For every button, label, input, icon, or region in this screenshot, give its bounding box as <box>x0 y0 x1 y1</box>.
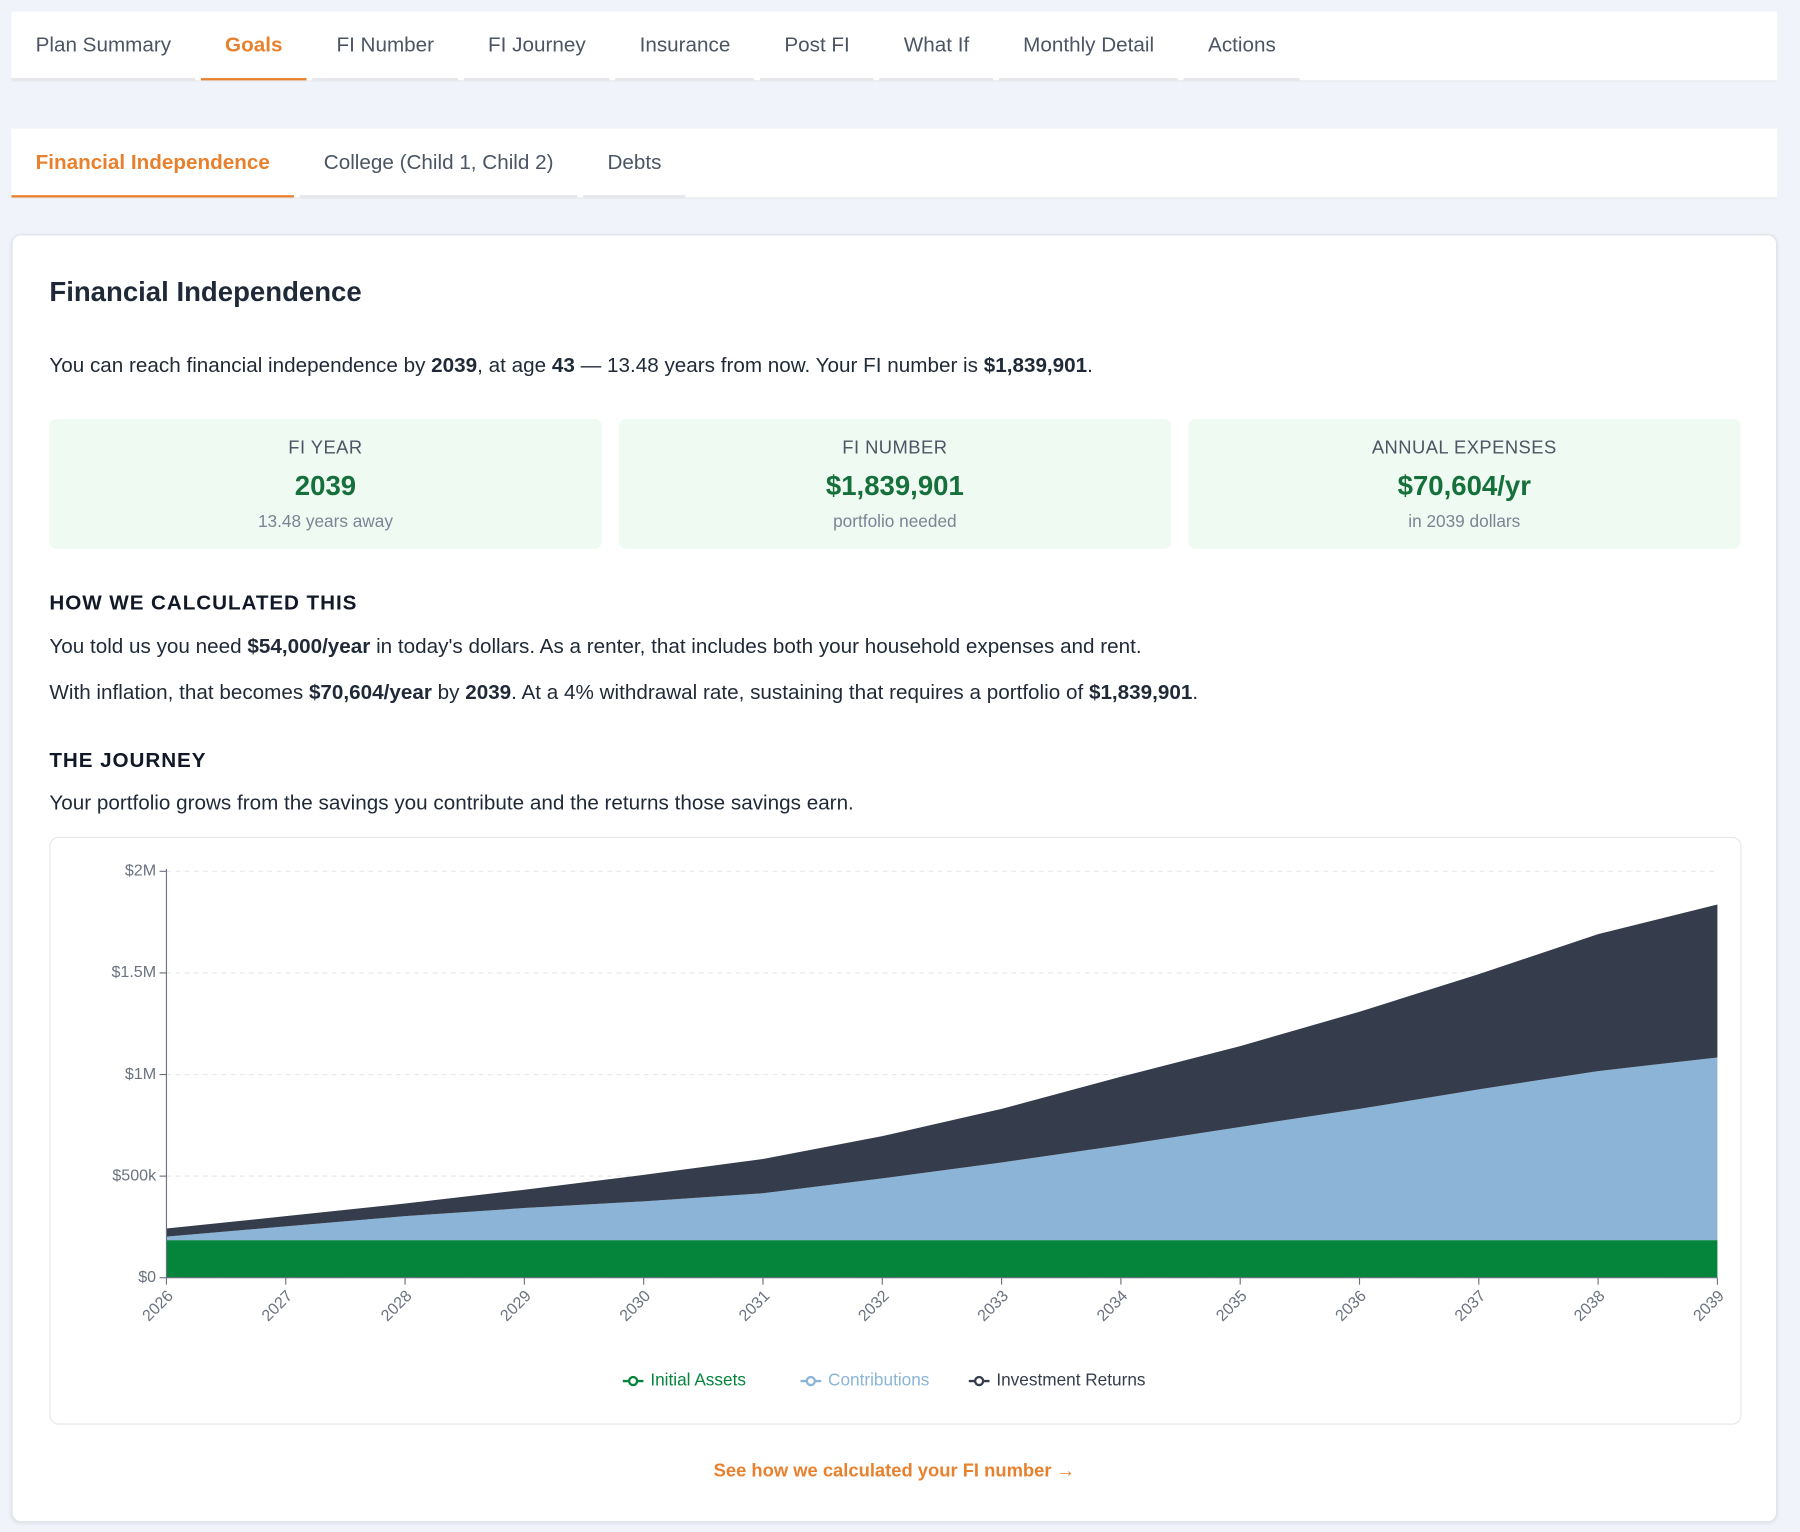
legend-label: Contributions <box>828 1370 929 1390</box>
y-tick-label: $2M <box>125 862 156 880</box>
tab[interactable]: Plan Summary <box>11 11 196 81</box>
x-tick-label: 2035 <box>1213 1287 1251 1325</box>
stat-label: FI NUMBER <box>842 438 948 459</box>
goal-tabs: Financial Independence College (Child 1, … <box>11 128 1778 199</box>
x-tick-label: 2028 <box>377 1287 415 1325</box>
text: With inflation, that becomes <box>49 680 309 704</box>
area <box>166 1240 1718 1278</box>
y-tick-label: $0 <box>138 1268 156 1286</box>
y-tick-label: $500k <box>112 1166 157 1184</box>
text: . <box>1087 353 1093 377</box>
x-tick-label: 2030 <box>616 1287 654 1325</box>
highlight: $1,839,901 <box>983 353 1088 377</box>
calc-line: With inflation, that becomes $70,604/yea… <box>49 681 1198 705</box>
tab[interactable]: Debts <box>583 129 686 198</box>
x-tick-label: 2029 <box>497 1287 535 1325</box>
tab[interactable]: Monthly Detail <box>999 11 1179 81</box>
highlight: 43 <box>551 353 575 377</box>
legend-label: Initial Assets <box>650 1370 746 1390</box>
x-tick-label: 2026 <box>139 1287 177 1325</box>
main-tabs: Plan Summary Goals FI Number FI Journey Insu… <box>11 11 1778 82</box>
highlight: 2039 <box>465 680 512 704</box>
chart: $0 $500k $1M $1.5M $2M 2026 2027 2028 2029 2030 20… <box>111 862 1728 1390</box>
tab[interactable]: Financial Independence <box>11 129 294 198</box>
highlight: 2039 <box>431 353 478 377</box>
x-tick-label: 2037 <box>1451 1287 1489 1325</box>
text: by <box>431 680 466 704</box>
stat-card: FI YEAR 2039 13.48 years away <box>49 419 602 549</box>
link[interactable]: See how we calculated your FI number → <box>713 1461 1075 1481</box>
tab[interactable]: Goals <box>200 11 307 81</box>
highlight: $1,839,901 <box>1088 680 1193 704</box>
stat-label: FI YEAR <box>288 438 363 459</box>
x-tick-label: 2038 <box>1571 1287 1609 1325</box>
stat-note: portfolio needed <box>833 512 957 532</box>
highlight: $54,000/year <box>247 634 371 658</box>
summary: You can reach financial independence by … <box>49 354 1093 378</box>
legend-icon <box>627 1375 639 1387</box>
tab[interactable]: What If <box>879 11 994 81</box>
text: — 13.48 years from now. Your FI number i… <box>574 353 984 377</box>
tab[interactable]: Insurance <box>615 11 755 81</box>
x-tick-label: 2036 <box>1332 1287 1370 1325</box>
stat-value: $1,839,901 <box>825 470 964 502</box>
goal-card: Financial Independence You can reach fin… <box>11 234 1778 1523</box>
text: . At a 4% withdrawal rate, sustaining th… <box>511 680 1089 704</box>
x-tick-label: 2034 <box>1093 1287 1131 1325</box>
y-tick-label: $1.5M <box>111 963 156 981</box>
x-tick-label: 2027 <box>258 1287 296 1325</box>
y-tick-label: $1M <box>125 1065 156 1083</box>
stat-note: 13.48 years away <box>257 512 393 532</box>
area <box>166 904 1718 1237</box>
section-heading: THE JOURNEY <box>49 748 207 772</box>
stat-card: FI NUMBER $1,839,901 portfolio needed <box>618 419 1171 549</box>
stat-value: 2039 <box>294 470 357 502</box>
journey-text: Your portfolio grows from the savings yo… <box>49 790 854 814</box>
stat-label: ANNUAL EXPENSES <box>1371 438 1557 459</box>
text: . <box>1192 680 1199 704</box>
highlight: $70,604/year <box>308 680 432 704</box>
legend-icon <box>973 1375 985 1387</box>
text: You can reach financial independence by <box>49 353 432 377</box>
x-tick-label: 2039 <box>1690 1287 1728 1325</box>
legend-label: Investment Returns <box>996 1370 1145 1390</box>
legend-icon <box>805 1375 816 1387</box>
tab[interactable]: Post FI <box>760 11 874 81</box>
stat-value: $70,604/yr <box>1397 470 1531 502</box>
text: You told us you need <box>49 634 248 658</box>
area <box>166 1057 1718 1241</box>
calc-line: You told us you need $54,000/year in tod… <box>49 635 1141 659</box>
tab[interactable]: FI Number <box>312 11 459 81</box>
chart-box: $0 $500k $1M $1.5M $2M 2026 2027 2028 2029 2030 20… <box>49 836 1742 1425</box>
tab[interactable]: FI Journey <box>463 11 610 81</box>
tab[interactable]: College (Child 1, Child 2) <box>299 129 578 198</box>
text: in today's dollars. As a renter, that in… <box>370 634 1142 658</box>
text: , at age <box>477 353 552 377</box>
stat-card: ANNUAL EXPENSES $70,604/yr in 2039 dollars <box>1188 419 1741 549</box>
section-heading: HOW WE CALCULATED THIS <box>49 591 358 615</box>
x-tick-label: 2033 <box>974 1287 1012 1325</box>
x-tick-label: 2031 <box>735 1287 773 1325</box>
tab[interactable]: Actions <box>1183 11 1300 81</box>
x-tick-label: 2032 <box>855 1287 893 1325</box>
stat-note: in 2039 dollars <box>1408 512 1521 532</box>
card-title: Financial Independence <box>49 276 362 308</box>
